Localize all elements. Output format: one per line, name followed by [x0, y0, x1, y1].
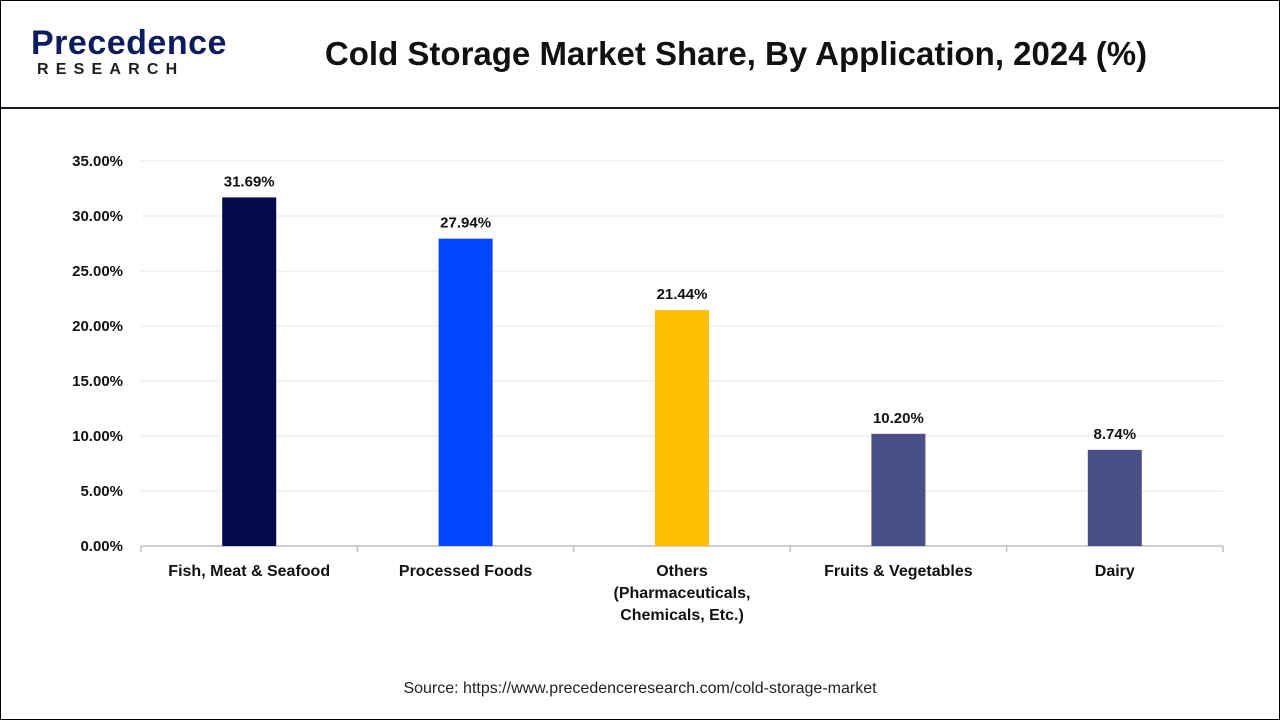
- bar: [222, 197, 277, 546]
- logo-wordmark: Precedence: [31, 24, 227, 62]
- y-tick-label: 15.00%: [72, 373, 123, 390]
- data-label: 10.20%: [873, 410, 924, 427]
- bar: [438, 238, 493, 546]
- x-tick-label: Others (Pharmaceuticals, Chemicals, Etc.): [614, 563, 751, 624]
- x-tick-label: Fruits & Vegetables: [824, 563, 973, 580]
- y-tick-label: 30.00%: [72, 208, 123, 225]
- x-tick-label: Processed Foods: [399, 563, 532, 580]
- data-label: 27.94%: [440, 215, 491, 232]
- bar-chart: 0.00% 5.00% 10.00% 15.00% 20.00% 25.00% 30.00%…: [72, 153, 1224, 624]
- bar: [871, 433, 926, 546]
- header: Precedence RESEARCH Cold Storage Market …: [1, 1, 1279, 109]
- bar: [655, 310, 709, 546]
- y-tick-label: 25.00%: [72, 263, 123, 280]
- chart-title: Cold Storage Market Share, By Applicatio…: [324, 35, 1148, 72]
- x-tick-label: Fish, Meat & Seafood: [168, 563, 330, 580]
- data-label: 31.69%: [224, 173, 275, 190]
- source-note: Source: https://www.precedenceresearch.c…: [403, 680, 877, 697]
- data-label: 21.44%: [657, 286, 708, 303]
- y-tick-label: 5.00%: [80, 483, 123, 500]
- y-tick-label: 20.00%: [72, 318, 123, 335]
- y-tick-label: 35.00%: [72, 153, 123, 170]
- x-tick-label: Dairy: [1095, 563, 1135, 580]
- logo-subtitle: RESEARCH: [37, 61, 185, 78]
- y-tick-label: 0.00%: [80, 538, 123, 555]
- bar: [1087, 449, 1142, 546]
- y-tick-label: 10.00%: [72, 428, 123, 445]
- precedence-research-logo: Precedence RESEARCH: [31, 23, 231, 87]
- data-label: 8.74%: [1094, 426, 1137, 443]
